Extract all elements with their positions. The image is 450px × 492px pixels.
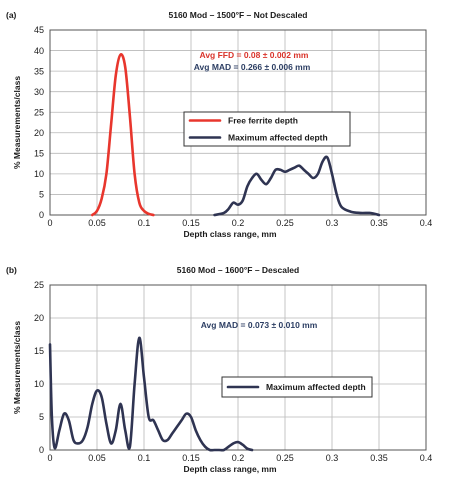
x-tick-label: 0.05 [88, 218, 106, 228]
y-tick-label: 20 [34, 128, 44, 138]
panel-label: (b) [6, 265, 17, 275]
x-axis-label: Depth class range, mm [183, 229, 277, 239]
legend-label: Maximum affected depth [228, 133, 328, 143]
series-line-free-ferrite-depth [91, 53, 155, 217]
y-tick-label: 25 [34, 280, 44, 290]
x-tick-label: 0 [47, 218, 52, 228]
x-tick-label: 0.4 [420, 453, 433, 463]
x-tick-label: 0.3 [326, 218, 339, 228]
x-tick-label: 0.4 [420, 218, 433, 228]
y-tick-label: 10 [34, 379, 44, 389]
panel-label: (a) [6, 10, 17, 20]
x-tick-label: 0.25 [276, 453, 294, 463]
annotation: Avg MAD = 0.266 ± 0.006 mm [194, 62, 311, 72]
x-axis-label: Depth class range, mm [183, 464, 277, 474]
y-tick-label: 10 [34, 169, 44, 179]
y-axis-label: % Measurements/class [12, 76, 22, 169]
y-tick-label: 5 [39, 412, 44, 422]
y-tick-label: 20 [34, 313, 44, 323]
y-tick-label: 15 [34, 346, 44, 356]
x-tick-label: 0.2 [232, 218, 245, 228]
y-tick-label: 30 [34, 87, 44, 97]
x-tick-label: 0.15 [182, 218, 200, 228]
y-tick-label: 5 [39, 190, 44, 200]
legend-box [221, 376, 373, 398]
x-tick-label: 0.1 [138, 218, 151, 228]
y-axis-label: % Measurements/class [12, 321, 22, 414]
plot-frame [49, 29, 427, 216]
y-tick-label: 40 [34, 46, 44, 56]
y-tick-label: 0 [39, 445, 44, 455]
x-tick-label: 0.35 [370, 453, 388, 463]
series-line-maximum-affected-depth [48, 336, 254, 452]
x-tick-label: 0.05 [88, 453, 106, 463]
y-tick-label: 15 [34, 149, 44, 159]
legend-box [183, 111, 351, 147]
y-tick-label: 35 [34, 66, 44, 76]
legend-label: Maximum affected depth [266, 382, 366, 392]
annotation: Avg MAD = 0.073 ± 0.010 mm [201, 320, 318, 330]
legend: Maximum affected depth [221, 376, 373, 398]
legend-label: Free ferrite depth [228, 116, 298, 126]
chart-panel-a: (a) 5160 Mod – 1500°F – Not Descaled 0 0.05… [6, 10, 432, 239]
chart-title: 5160 Mod – 1500°F – Not Descaled [169, 10, 308, 20]
x-tick-label: 0.3 [326, 453, 339, 463]
x-tick-label: 0.1 [138, 453, 151, 463]
annotation: Avg FFD = 0.08 ± 0.002 mm [200, 50, 309, 60]
y-tick-label: 25 [34, 107, 44, 117]
x-tick-label: 0.2 [232, 453, 245, 463]
legend: Free ferrite depth Maximum affected depth [183, 111, 351, 147]
y-tick-label: 45 [34, 25, 44, 35]
y-tick-label: 0 [39, 210, 44, 220]
x-tick-label: 0.35 [370, 218, 388, 228]
x-tick-label: 0 [47, 453, 52, 463]
x-tick-label: 0.25 [276, 218, 294, 228]
x-tick-label: 0.15 [182, 453, 200, 463]
chart-title: 5160 Mod – 1600°F – Descaled [177, 265, 299, 275]
series-line-maximum-affected-depth [213, 155, 381, 217]
chart-panel-b: (b) 5160 Mod – 1600°F – Descaled 0 0.05 0.1 0… [6, 265, 432, 474]
